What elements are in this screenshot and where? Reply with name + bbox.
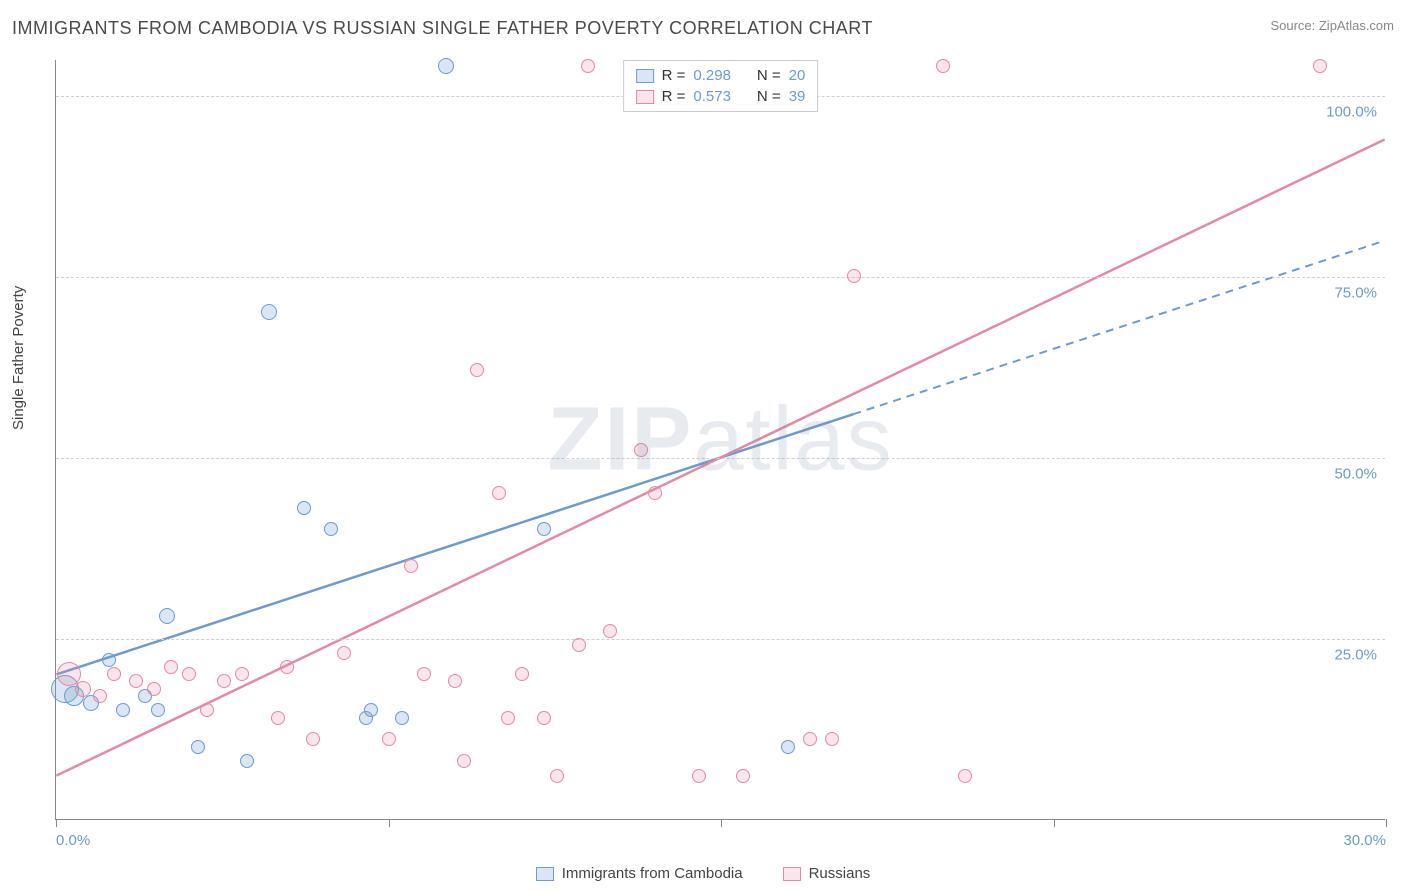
trend-lines-layer [56, 60, 1385, 819]
data-point-cambodia [324, 522, 338, 536]
data-point-russians [200, 703, 214, 717]
gridline [56, 277, 1385, 278]
data-point-cambodia [364, 703, 378, 717]
legend-swatch [636, 69, 654, 83]
data-point-cambodia [116, 703, 130, 717]
data-point-cambodia [240, 754, 254, 768]
legend-swatch [636, 90, 654, 104]
data-point-cambodia [297, 501, 311, 515]
gridline [56, 639, 1385, 640]
x-tick [1054, 819, 1055, 827]
data-point-russians [537, 711, 551, 725]
x-tick-label: 30.0% [1343, 832, 1386, 849]
y-axis-label: Single Father Poverty [10, 286, 27, 430]
data-point-cambodia [151, 703, 165, 717]
data-point-russians [692, 769, 706, 783]
data-point-russians [417, 667, 431, 681]
legend-stat-row-cambodia: R =0.298N =20 [636, 65, 806, 86]
data-point-russians [803, 732, 817, 746]
data-point-russians [235, 667, 249, 681]
data-point-cambodia [261, 304, 277, 320]
data-point-cambodia [191, 740, 205, 754]
data-point-russians [515, 667, 529, 681]
data-point-cambodia [537, 522, 551, 536]
data-point-russians [147, 682, 161, 696]
y-tick-label: 25.0% [1334, 647, 1377, 664]
data-point-cambodia [395, 711, 409, 725]
data-point-cambodia [781, 740, 795, 754]
y-tick-label: 50.0% [1334, 466, 1377, 483]
data-point-russians [75, 681, 91, 697]
source-label: Source: ZipAtlas.com [1270, 18, 1394, 33]
x-tick [721, 819, 722, 827]
chart-title: IMMIGRANTS FROM CAMBODIA VS RUSSIAN SING… [12, 18, 873, 39]
data-point-russians [271, 711, 285, 725]
legend-series: Immigrants from Cambodia Russians [0, 865, 1406, 882]
data-point-russians [736, 769, 750, 783]
data-point-cambodia [159, 608, 175, 624]
data-point-russians [448, 674, 462, 688]
data-point-russians [280, 660, 294, 674]
legend-item-russians: Russians [783, 865, 871, 882]
data-point-russians [306, 732, 320, 746]
data-point-russians [825, 732, 839, 746]
data-point-russians [457, 754, 471, 768]
legend-stat-row-russians: R =0.573N =39 [636, 86, 806, 107]
data-point-russians [1313, 59, 1327, 73]
data-point-russians [217, 674, 231, 688]
legend-swatch [536, 867, 554, 881]
data-point-russians [404, 559, 418, 573]
data-point-russians [847, 269, 861, 283]
data-point-russians [572, 638, 586, 652]
data-point-russians [936, 59, 950, 73]
legend-stats: R =0.298N =20R =0.573N =39 [623, 60, 819, 112]
data-point-russians [382, 732, 396, 746]
source-name: ZipAtlas.com [1319, 18, 1394, 33]
x-tick [56, 819, 57, 827]
data-point-russians [581, 59, 595, 73]
data-point-russians [603, 624, 617, 638]
trendline-dashed-cambodia [853, 241, 1384, 414]
data-point-russians [182, 667, 196, 681]
trendline-cambodia [56, 414, 853, 674]
data-point-russians [337, 646, 351, 660]
x-tick-label: 0.0% [56, 832, 90, 849]
data-point-russians [550, 769, 564, 783]
y-tick-label: 100.0% [1326, 104, 1377, 121]
legend-item-cambodia: Immigrants from Cambodia [536, 865, 743, 882]
data-point-cambodia [102, 653, 116, 667]
gridline [56, 458, 1385, 459]
data-point-russians [129, 674, 143, 688]
data-point-russians [93, 689, 107, 703]
watermark: ZIPatlas [547, 388, 893, 491]
scatter-chart: ZIPatlas R =0.298N =20R =0.573N =39 25.0… [55, 60, 1385, 820]
x-tick [389, 819, 390, 827]
data-point-russians [164, 660, 178, 674]
legend-swatch [783, 867, 801, 881]
x-tick [1386, 819, 1387, 827]
y-tick-label: 75.0% [1334, 285, 1377, 302]
data-point-russians [958, 769, 972, 783]
data-point-russians [648, 486, 662, 500]
data-point-russians [492, 486, 506, 500]
data-point-russians [107, 667, 121, 681]
data-point-russians [501, 711, 515, 725]
data-point-cambodia [438, 58, 454, 74]
data-point-russians [634, 443, 648, 457]
data-point-russians [470, 363, 484, 377]
